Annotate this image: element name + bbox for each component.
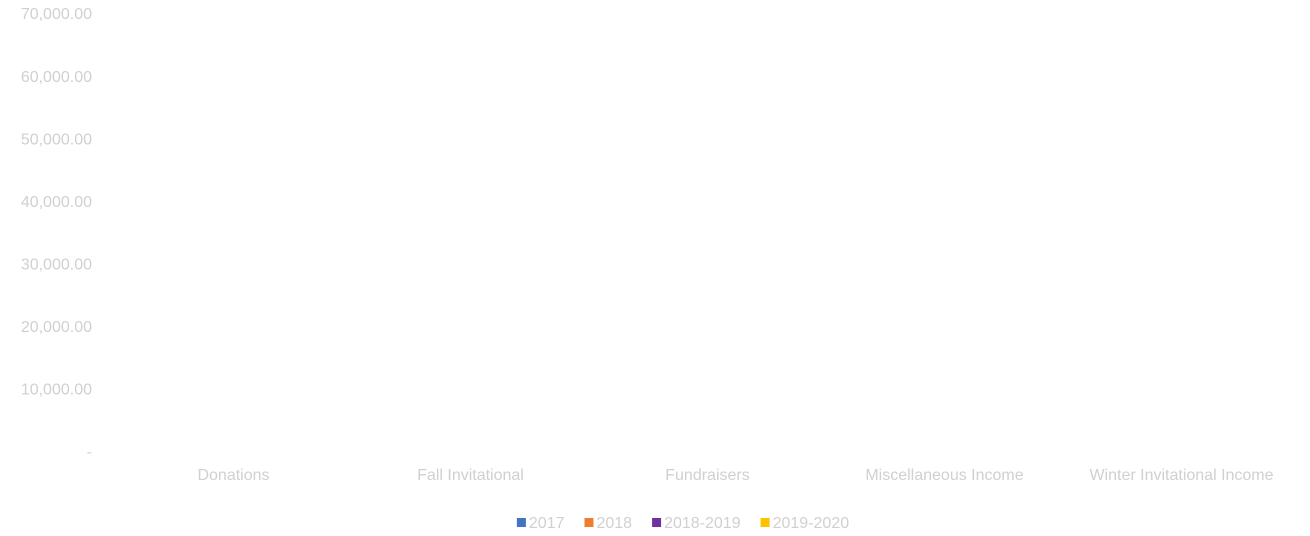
x-tick-label: Winter Invitational Income <box>1089 467 1273 484</box>
y-tick-label: 20,000.00 <box>21 319 92 336</box>
y-tick-label: 60,000.00 <box>21 69 92 86</box>
y-tick-label: 30,000.00 <box>21 257 92 274</box>
legend-label: 2018-2019 <box>664 515 741 532</box>
legend-label: 2018 <box>596 515 632 532</box>
legend-swatch <box>652 518 662 527</box>
y-tick-label: 50,000.00 <box>21 131 92 148</box>
legend-swatch <box>584 518 594 527</box>
x-tick-label: Fall Invitational <box>417 467 524 484</box>
legend-swatch <box>760 518 770 527</box>
legend-label: 2019-2020 <box>773 515 850 532</box>
y-tick-label: 70,000.00 <box>21 6 92 23</box>
legend-label: 2017 <box>529 515 565 532</box>
y-tick-label: - <box>87 444 92 461</box>
legend-swatch <box>516 518 526 527</box>
x-tick-label: Fundraisers <box>665 467 749 484</box>
y-tick-label: 10,000.00 <box>21 382 92 399</box>
x-tick-label: Miscellaneous Income <box>865 467 1023 484</box>
x-tick-label: Donations <box>197 467 269 484</box>
y-tick-label: 40,000.00 <box>21 194 92 211</box>
